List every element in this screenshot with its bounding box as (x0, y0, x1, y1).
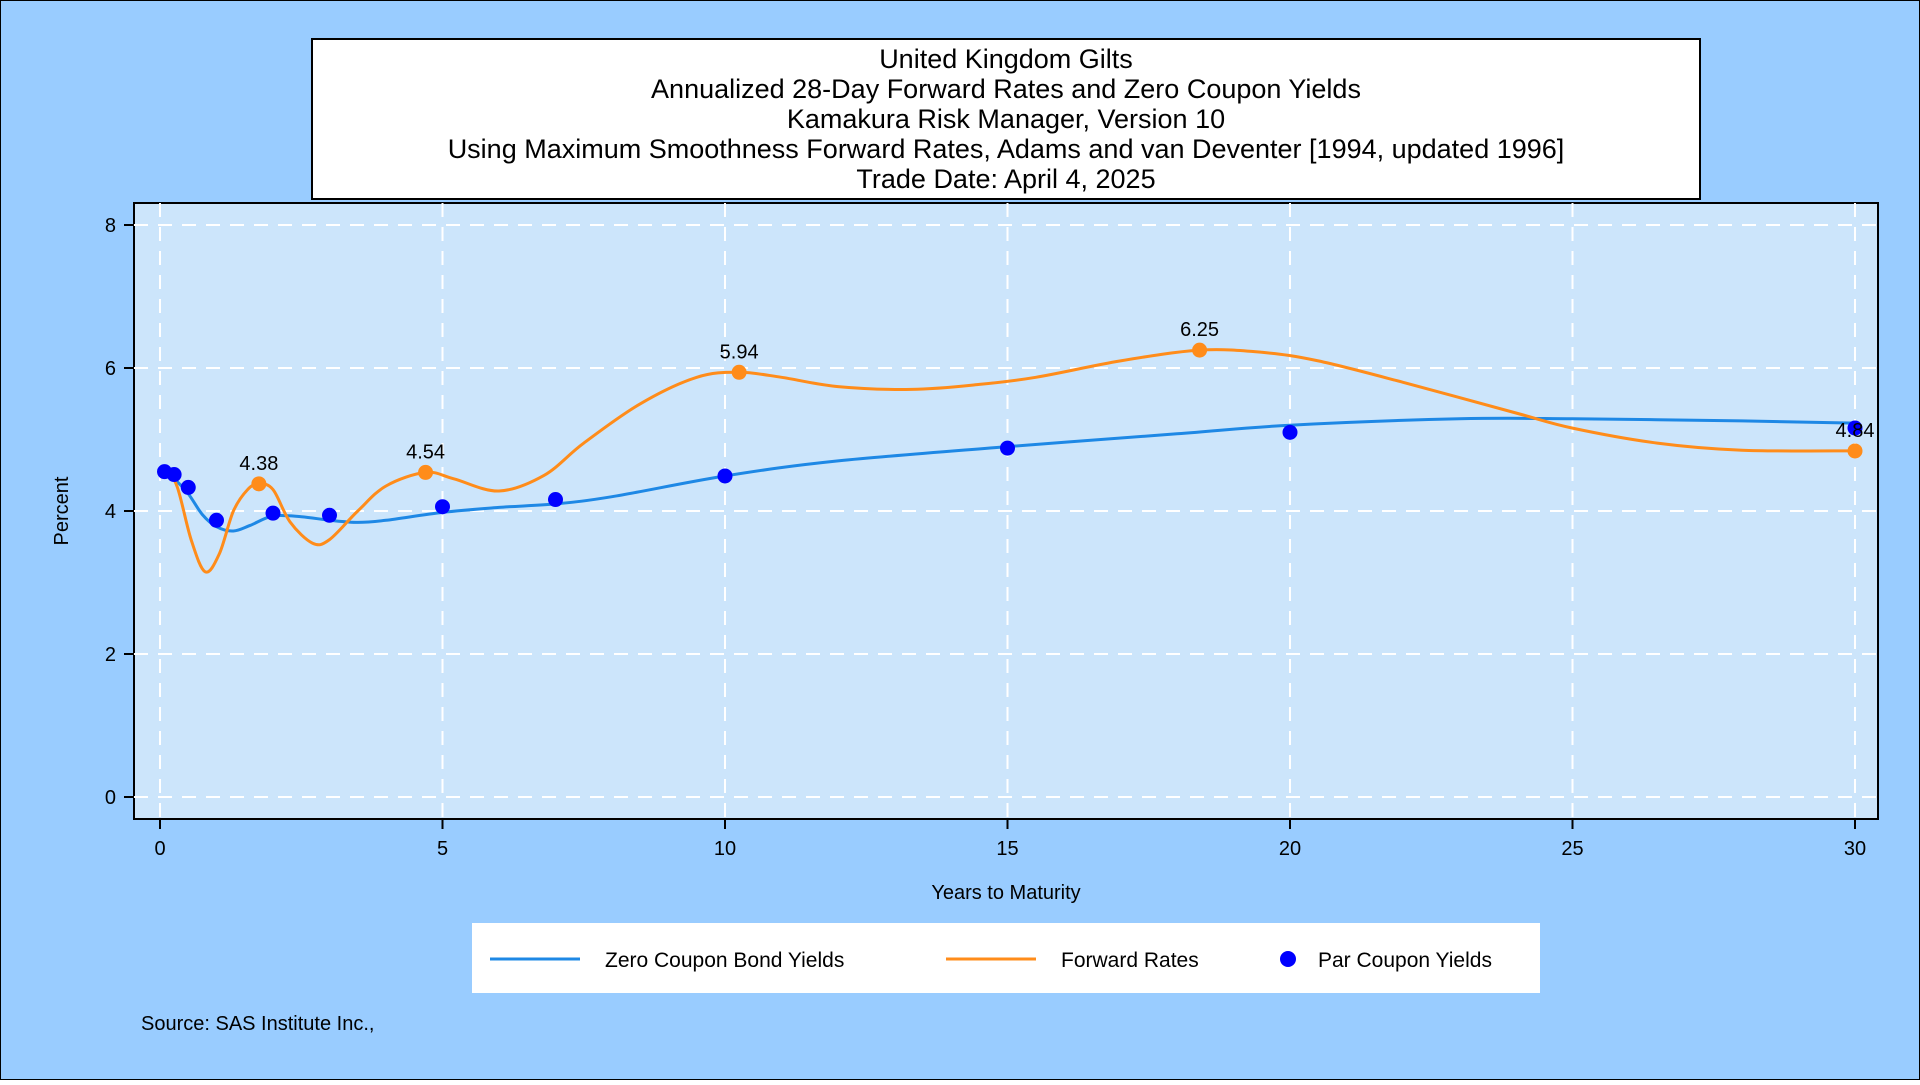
x-tick-label: 30 (1844, 838, 1866, 860)
title-line-3: Kamakura Risk Manager, Version 10 (787, 104, 1225, 134)
forward-rate-marker (731, 364, 747, 380)
forward-rate-label: 4.38 (239, 453, 278, 475)
x-tick-label: 10 (714, 838, 736, 860)
par-coupon-point (265, 505, 281, 521)
legend-label-zero-coupon: Zero Coupon Bond Yields (605, 949, 844, 972)
x-tick-label: 15 (996, 838, 1018, 860)
title-line-5: Trade Date: April 4, 2025 (856, 164, 1155, 194)
par-coupon-point (548, 492, 563, 508)
source-note: Source: SAS Institute Inc., (141, 1013, 374, 1035)
par-coupon-point (1847, 420, 1863, 436)
title-box: United Kingdom Gilts Annualized 28-Day F… (311, 38, 1701, 200)
par-coupon-point (322, 507, 337, 523)
forward-rate-marker (1847, 443, 1863, 459)
par-coupon-point (1000, 440, 1015, 456)
forward-rate-label: 4.54 (406, 441, 445, 463)
forward-rate-label: 4.84 (1836, 420, 1875, 442)
y-tick-label: 4 (105, 501, 116, 523)
legend-label-forward: Forward Rates (1061, 949, 1199, 972)
y-axis-label: Percent (51, 476, 73, 545)
par-coupon-point (166, 467, 182, 483)
x-tick-label: 0 (154, 838, 165, 860)
y-tick-label: 6 (105, 358, 116, 380)
par-coupon-point (1282, 424, 1298, 440)
par-coupon-point (180, 479, 196, 495)
series-line-forward-rates (163, 348, 1857, 574)
legend-swatch-par-coupon (1280, 951, 1296, 967)
title-line-4: Using Maximum Smoothness Forward Rates, … (448, 134, 1565, 164)
forward-rate-marker (1192, 342, 1208, 358)
x-tick-label: 5 (437, 838, 448, 860)
forward-rate-label: 5.94 (720, 341, 759, 363)
forward-rate-label: 6.25 (1180, 319, 1219, 341)
forward-rate-marker (418, 464, 434, 480)
par-coupon-point (717, 468, 733, 484)
y-tick-label: 0 (105, 787, 116, 809)
x-axis-label: Years to Maturity (931, 882, 1080, 904)
legend: Zero Coupon Bond Yields Forward Rates Pa… (472, 923, 1540, 993)
title-line-1: United Kingdom Gilts (879, 44, 1133, 74)
x-tick-label: 25 (1561, 838, 1583, 860)
y-tick-label: 2 (105, 644, 116, 666)
title-box-frame (311, 38, 1701, 200)
y-tick-label: 8 (105, 215, 116, 237)
forward-rate-marker (251, 476, 267, 492)
legend-label-par-coupon: Par Coupon Yields (1318, 949, 1492, 972)
x-tick-label: 20 (1279, 838, 1301, 860)
par-coupon-point (209, 512, 224, 528)
axes: 0 5 10 15 20 25 30 0 2 4 6 8 (105, 215, 1866, 860)
title-line-2: Annualized 28-Day Forward Rates and Zero… (651, 74, 1361, 104)
series-layer: 4.38 4.54 5.94 6.25 4.84 (157, 319, 1875, 574)
par-coupon-point (435, 499, 450, 515)
grid (134, 203, 1878, 819)
